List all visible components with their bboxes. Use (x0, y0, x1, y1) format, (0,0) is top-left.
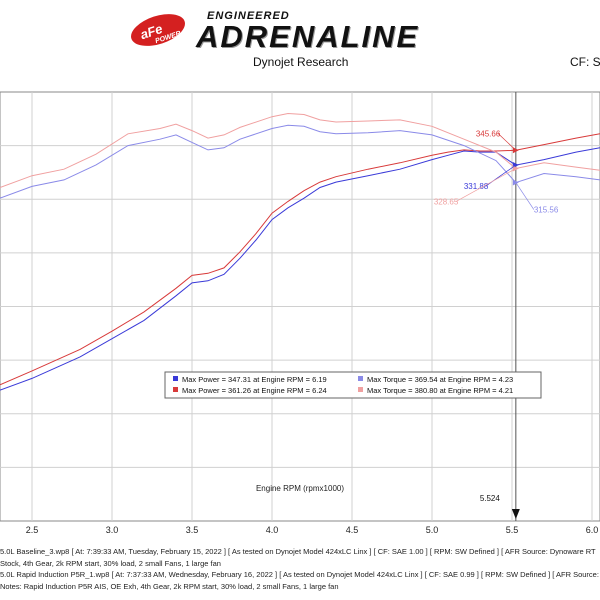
x-tick-label-1: 3.0 (106, 525, 119, 535)
run-notes-footer: 5.0L Baseline_3.wp8 [ At: 7:39:33 AM, Tu… (0, 546, 600, 600)
cursor-marker-baseline_torque (512, 179, 519, 186)
annotation-label-baseline_torque: 315.56 (534, 206, 559, 215)
x-tick-labels: 2.5 3.0 3.5 4.0 4.5 5.0 5.5 6.0 (26, 525, 599, 535)
legend-entry-induction_torque: Max Torque = 380.80 at Engine RPM = 4.21 (367, 386, 513, 395)
legend-box: Max Power = 347.31 at Engine RPM = 6.19 M… (164, 371, 542, 399)
brand-tagline: ENGINEERED (207, 10, 290, 22)
footer-line-baseline-notes: Stock, 4th Gear, 2k RPM start, 30% load,… (0, 558, 221, 568)
afe-power-logo: aFe POWER (131, 14, 185, 46)
legend-entry-baseline_power: Max Power = 347.31 at Engine RPM = 6.19 (182, 375, 327, 384)
x-tick-label-0: 2.5 (26, 525, 39, 535)
x-tick-label-4: 4.5 (346, 525, 359, 535)
cursor-readout: 5.524 (480, 494, 520, 519)
series-line-baseline_torque (0, 124, 600, 199)
correction-factor-label: CF: SA (570, 55, 600, 69)
legend-swatch-induction_torque (358, 387, 363, 392)
x-axis-label: Engine RPM (rpmx1000) (256, 484, 344, 493)
x-tick-label-5: 5.0 (426, 525, 439, 535)
value-annotations: 345.66 331.88 328.65 315.56 (434, 129, 559, 214)
grid (0, 92, 600, 521)
report-header: aFe POWER ENGINEERED ADRENALINE Dynojet … (0, 0, 600, 84)
series-line-induction_torque (0, 112, 600, 188)
annotation-leader-baseline_torque (515, 182, 535, 210)
legend-swatch-induction_power (173, 387, 178, 392)
legend-swatch-baseline_torque (358, 376, 363, 381)
footer-line-induction-run: 5.0L Rapid Induction P5R_1.wp8 [ At: 7:3… (0, 570, 600, 579)
x-tick-label-2: 3.5 (186, 525, 199, 535)
footer-line-induction-notes: Notes: Rapid Induction P5R AIS, OE Exh, … (0, 581, 339, 591)
chart-subtitle: Dynojet Research (253, 55, 349, 69)
svg-text:aFe: aFe (138, 21, 164, 42)
annotation-leader-induction_torque (455, 168, 517, 202)
legend-entry-induction_power: Max Power = 361.26 at Engine RPM = 6.24 (182, 386, 327, 395)
legend-entry-baseline_torque: Max Torque = 369.54 at Engine RPM = 4.23 (367, 375, 513, 384)
cursor-rpm-label: 5.524 (480, 494, 501, 503)
x-tick-label-3: 4.0 (266, 525, 279, 535)
series-line-baseline_power (0, 147, 600, 391)
annotation-label-induction_power: 345.66 (476, 129, 501, 138)
x-tick-label-7: 6.0 (586, 525, 599, 535)
annotation-label-induction_torque: 328.65 (434, 198, 459, 207)
x-tick-label-6: 5.5 (506, 525, 519, 535)
series-lines (0, 112, 600, 391)
legend-background (164, 371, 542, 399)
brand-wordmark: ADRENALINE (196, 19, 420, 54)
annotation-leader-induction_power (497, 133, 517, 151)
cursor-arrow-icon (511, 509, 520, 519)
annotation-label-baseline_power: 331.88 (464, 182, 489, 191)
footer-line-baseline-run: 5.0L Baseline_3.wp8 [ At: 7:39:33 AM, Tu… (0, 547, 596, 556)
legend-swatch-baseline_power (173, 376, 178, 381)
series-line-induction_power (0, 133, 600, 386)
dyno-chart: 2.5 3.0 3.5 4.0 4.5 5.0 5.5 6.0 Engine RPM (rpm… (0, 91, 600, 535)
